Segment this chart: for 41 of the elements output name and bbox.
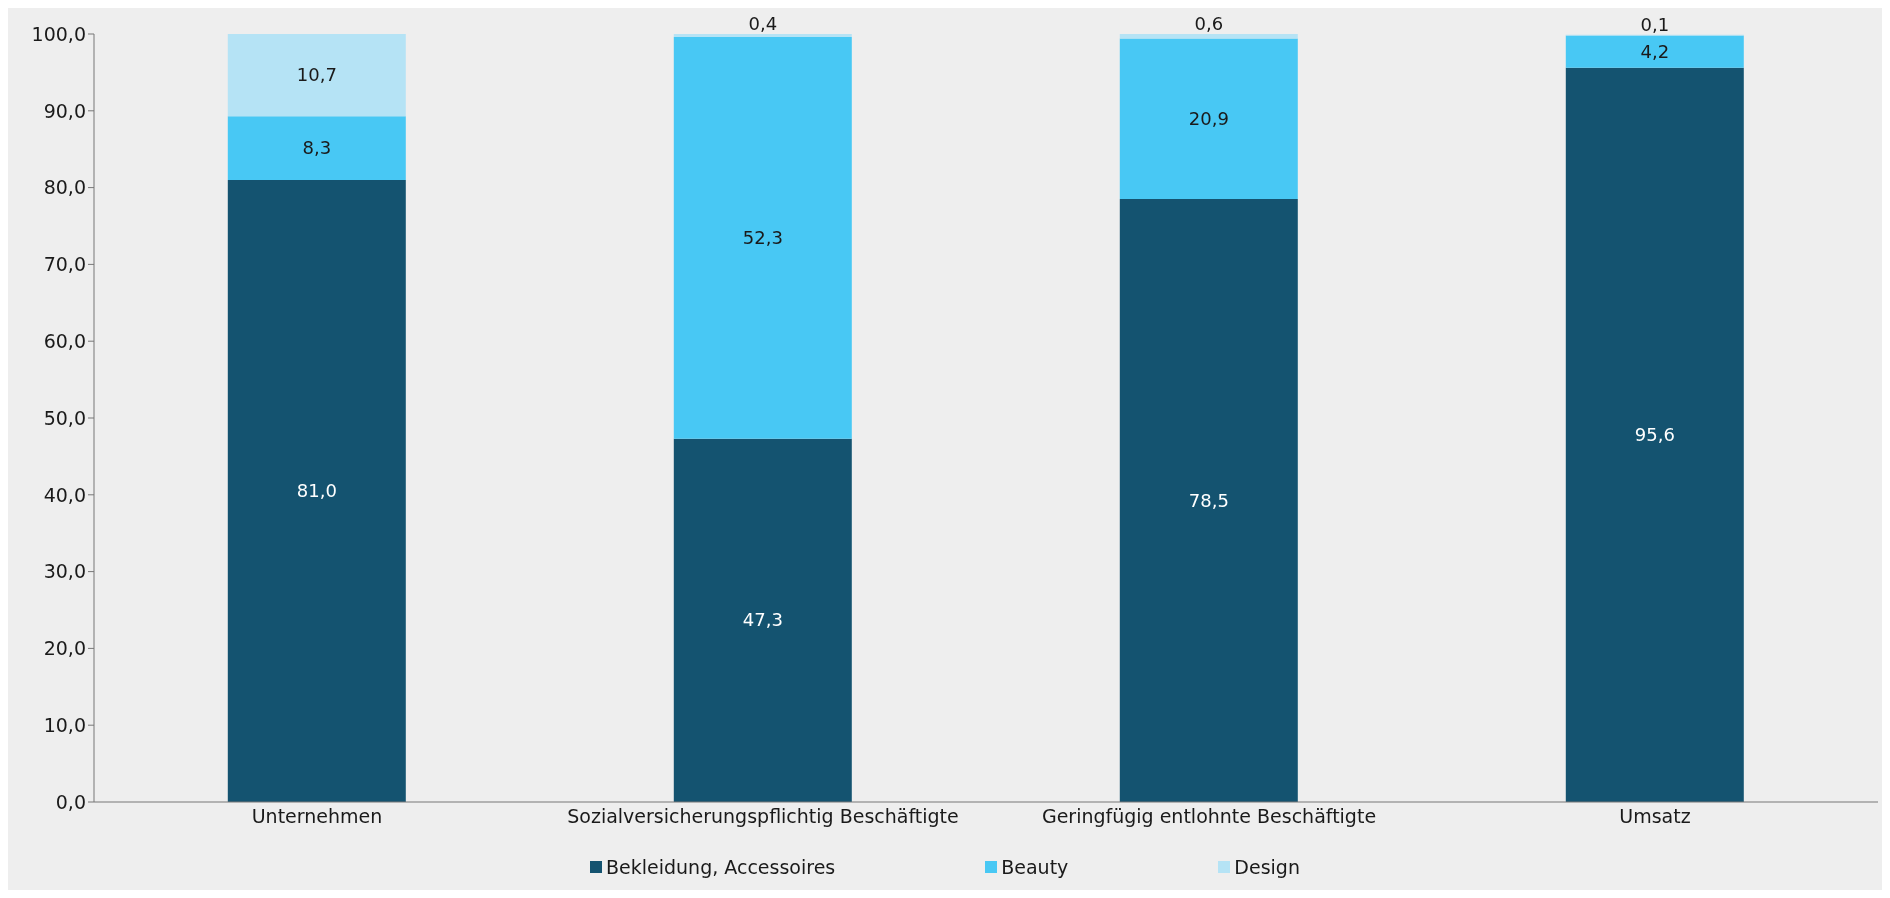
bar — [1565, 67, 1744, 802]
legend-label: Design — [1234, 856, 1300, 878]
y-tick-label: 10,0 — [43, 713, 86, 736]
bar — [673, 37, 852, 439]
legend-label: Bekleidung, Accessoires — [606, 856, 836, 878]
y-tick-label: 50,0 — [43, 406, 86, 429]
x-tick-label: Umsatz — [1619, 805, 1691, 828]
data-label: 4,2 — [1640, 40, 1670, 62]
x-tick-label: Sozialversicherungspflichtig Beschäftigte — [567, 805, 959, 828]
data-label: 95,6 — [1634, 423, 1675, 445]
bar — [1565, 35, 1744, 68]
data-label: 47,3 — [742, 609, 783, 631]
data-label: 0,1 — [1640, 13, 1670, 35]
data-label: 8,3 — [302, 137, 332, 159]
data-label: 78,5 — [1188, 489, 1229, 511]
bar — [1119, 199, 1298, 802]
data-label: 0,6 — [1194, 13, 1224, 34]
bar — [227, 179, 406, 802]
legend-label: Beauty — [1001, 856, 1069, 878]
y-tick-label: 20,0 — [43, 637, 86, 660]
y-tick-label: 100,0 — [31, 22, 86, 45]
bar — [673, 438, 852, 802]
bar — [227, 34, 406, 117]
y-tick-label: 60,0 — [43, 329, 86, 352]
data-label: 20,9 — [1188, 107, 1229, 129]
y-tick-label: 0,0 — [55, 790, 86, 813]
data-label: 81,0 — [296, 479, 337, 501]
bar — [1119, 38, 1298, 200]
bar — [1119, 34, 1298, 39]
y-tick-label: 40,0 — [43, 483, 86, 506]
y-tick-label: 30,0 — [43, 560, 86, 583]
x-tick-label: Unternehmen — [251, 805, 383, 828]
data-label: 0,4 — [748, 13, 778, 34]
x-tick-label: Geringfügig entlohnte Beschäftigte — [1041, 805, 1377, 828]
data-label: 52,3 — [742, 226, 783, 248]
data-label: 10,7 — [296, 64, 337, 86]
y-tick-label: 90,0 — [43, 99, 86, 122]
bar — [227, 116, 406, 180]
y-tick-label: 80,0 — [43, 176, 86, 199]
y-tick-label: 70,0 — [43, 253, 86, 276]
bar — [673, 34, 852, 38]
